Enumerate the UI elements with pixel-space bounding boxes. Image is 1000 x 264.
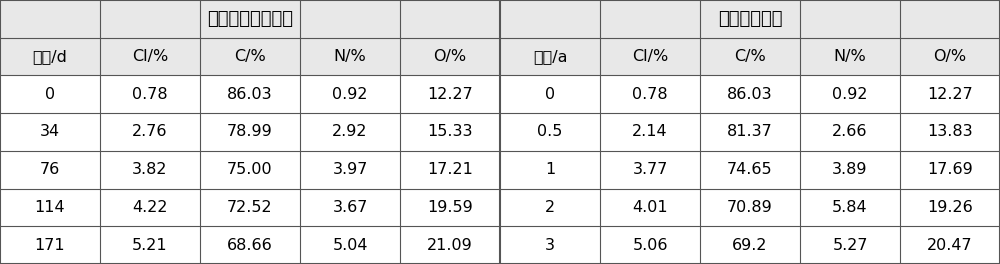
Text: 2.66: 2.66 — [832, 125, 868, 139]
Text: 3.89: 3.89 — [832, 162, 868, 177]
Text: 69.2: 69.2 — [732, 238, 768, 253]
Text: 68.66: 68.66 — [227, 238, 273, 253]
Text: 86.03: 86.03 — [227, 87, 273, 102]
Text: 12.27: 12.27 — [427, 87, 473, 102]
Bar — [0, 38, 100, 76]
Text: 5.06: 5.06 — [632, 238, 668, 253]
Bar — [800, 38, 900, 76]
Text: 72.52: 72.52 — [227, 200, 273, 215]
Text: 0.78: 0.78 — [132, 87, 168, 102]
Bar — [100, 38, 200, 76]
Text: 时间/a: 时间/a — [533, 49, 567, 64]
Text: 4.22: 4.22 — [132, 200, 168, 215]
Text: 自然环境加速试验: 自然环境加速试验 — [207, 10, 293, 28]
Text: 20.47: 20.47 — [927, 238, 973, 253]
Text: 5.04: 5.04 — [332, 238, 368, 253]
Text: 0: 0 — [545, 87, 555, 102]
Text: 76: 76 — [40, 162, 60, 177]
Text: 0.5: 0.5 — [537, 125, 563, 139]
Text: 2.76: 2.76 — [132, 125, 168, 139]
Text: 15.33: 15.33 — [427, 125, 473, 139]
Text: 21.09: 21.09 — [427, 238, 473, 253]
Text: N/%: N/% — [834, 49, 866, 64]
Text: 3: 3 — [545, 238, 555, 253]
Text: 70.89: 70.89 — [727, 200, 773, 215]
Text: 3.77: 3.77 — [632, 162, 668, 177]
Text: 4.01: 4.01 — [632, 200, 668, 215]
Text: 2.14: 2.14 — [632, 125, 668, 139]
Bar — [500, 38, 600, 76]
Text: 74.65: 74.65 — [727, 162, 773, 177]
Text: 17.69: 17.69 — [927, 162, 973, 177]
Text: O/%: O/% — [933, 49, 967, 64]
Text: Cl/%: Cl/% — [132, 49, 168, 64]
Text: 19.59: 19.59 — [427, 200, 473, 215]
Bar — [900, 38, 1000, 76]
Bar — [0, 0, 500, 38]
Text: 75.00: 75.00 — [227, 162, 273, 177]
Text: 81.37: 81.37 — [727, 125, 773, 139]
Bar — [700, 38, 800, 76]
Text: C/%: C/% — [234, 49, 266, 64]
Text: 78.99: 78.99 — [227, 125, 273, 139]
Text: 2.92: 2.92 — [332, 125, 368, 139]
Text: 86.03: 86.03 — [727, 87, 773, 102]
Text: 0: 0 — [45, 87, 55, 102]
Bar — [600, 38, 700, 76]
Text: 34: 34 — [40, 125, 60, 139]
Text: 17.21: 17.21 — [427, 162, 473, 177]
Text: C/%: C/% — [734, 49, 766, 64]
Text: 19.26: 19.26 — [927, 200, 973, 215]
Text: 库房贮存试验: 库房贮存试验 — [718, 10, 782, 28]
Text: N/%: N/% — [334, 49, 366, 64]
Text: 2: 2 — [545, 200, 555, 215]
Text: 0.92: 0.92 — [832, 87, 868, 102]
Text: 5.21: 5.21 — [132, 238, 168, 253]
Text: 3.67: 3.67 — [332, 200, 368, 215]
Text: 0.92: 0.92 — [332, 87, 368, 102]
Text: O/%: O/% — [433, 49, 467, 64]
Text: 5.27: 5.27 — [832, 238, 868, 253]
Bar — [200, 38, 300, 76]
Text: 时间/d: 时间/d — [33, 49, 67, 64]
Text: 171: 171 — [35, 238, 65, 253]
Text: 3.82: 3.82 — [132, 162, 168, 177]
Bar — [300, 38, 400, 76]
Text: 0.78: 0.78 — [632, 87, 668, 102]
Text: 13.83: 13.83 — [927, 125, 973, 139]
Bar — [500, 0, 1000, 38]
Text: Cl/%: Cl/% — [632, 49, 668, 64]
Text: 114: 114 — [35, 200, 65, 215]
Text: 3.97: 3.97 — [332, 162, 368, 177]
Bar — [400, 38, 500, 76]
Text: 1: 1 — [545, 162, 555, 177]
Text: 12.27: 12.27 — [927, 87, 973, 102]
Text: 5.84: 5.84 — [832, 200, 868, 215]
